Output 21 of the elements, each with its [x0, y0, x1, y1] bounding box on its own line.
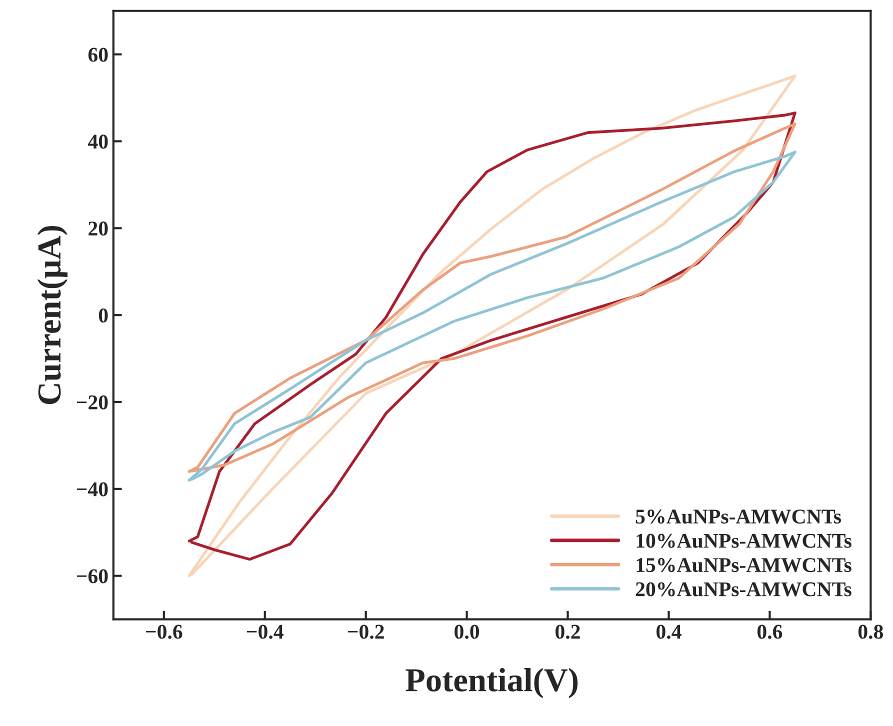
legend-label: 5%AuNPs-AMWCNTs — [636, 510, 841, 524]
y-tick-label: −40 — [76, 482, 108, 496]
legend-label: 15%AuNPs-AMWCNTs — [636, 558, 852, 572]
x-tick-label: −0.4 — [247, 624, 284, 639]
y-tick-label: 40 — [88, 134, 108, 149]
legend-label: 10%AuNPs-AMWCNTs — [636, 534, 852, 548]
y-tick-label: 20 — [88, 222, 108, 236]
x-tick-label: 0.0 — [454, 624, 480, 639]
y-tick-label: −20 — [76, 395, 108, 410]
y-tick-label: −60 — [76, 569, 108, 584]
x-tick-label: −0.6 — [146, 624, 182, 639]
x-tick-label: −0.2 — [348, 624, 384, 639]
x-axis-title: Potential(V) — [406, 668, 578, 698]
y-axis-title: Current(μA) — [37, 226, 68, 404]
x-tick-label: 0.2 — [556, 624, 580, 639]
x-tick-label: 0.6 — [757, 624, 782, 639]
y-tick-label: 60 — [88, 48, 108, 62]
legend-label: 20%AuNPs-AMWCNTs — [636, 582, 852, 596]
y-tick-label: 0 — [98, 308, 108, 323]
x-tick-label: 0.4 — [656, 624, 682, 639]
x-tick-label: 0.8 — [858, 624, 884, 639]
